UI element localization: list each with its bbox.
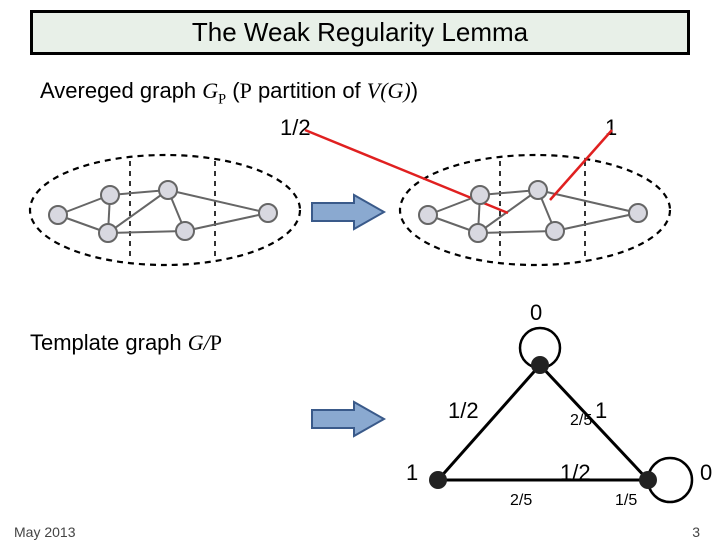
label-zero-loop-top: 0 <box>530 300 542 326</box>
sub2-g: G <box>188 330 204 355</box>
label-half-top: 1/2 <box>280 115 311 141</box>
right-graph <box>390 145 680 275</box>
template-graph: 2/5 2/5 1/5 <box>390 310 710 530</box>
sub2-p: P <box>210 330 222 355</box>
label-zero-b2: 0 <box>700 460 712 486</box>
sub2-prefix: Template graph <box>30 330 188 355</box>
title-bar: The Weak Regularity Lemma <box>30 10 690 55</box>
footer-page-number: 3 <box>692 524 700 540</box>
sub1-close: ) <box>411 78 418 103</box>
edge-weight-2-5b: 2/5 <box>510 492 532 509</box>
sub1-p: P <box>240 78 252 103</box>
label-one-b2: 1 <box>406 460 418 486</box>
arrow-bottom <box>312 402 386 436</box>
sub1-open: ( <box>226 78 239 103</box>
arrow-top <box>312 195 386 229</box>
sub1-g: G <box>202 78 218 103</box>
subheading-template: Template graph G/P <box>30 330 222 356</box>
label-half-b2: 1/2 <box>560 460 591 486</box>
edge-weight-2-5a: 2/5 <box>570 412 592 429</box>
sub1-vg: V(G) <box>367 78 411 103</box>
left-graph <box>20 145 310 275</box>
sub1-prefix: Avereged graph <box>40 78 202 103</box>
footer-date: May 2013 <box>14 524 75 540</box>
label-half-b1: 1/2 <box>448 398 479 424</box>
edge-weight-1-5: 1/5 <box>615 492 637 509</box>
subheading-averaged: Avereged graph GP (P partition of V(G)) <box>40 78 418 108</box>
sub1-psub: P <box>218 91 226 107</box>
sub1-rest: partition of <box>252 78 367 103</box>
label-one-b1: 1 <box>595 398 607 424</box>
title-text: The Weak Regularity Lemma <box>192 17 528 47</box>
